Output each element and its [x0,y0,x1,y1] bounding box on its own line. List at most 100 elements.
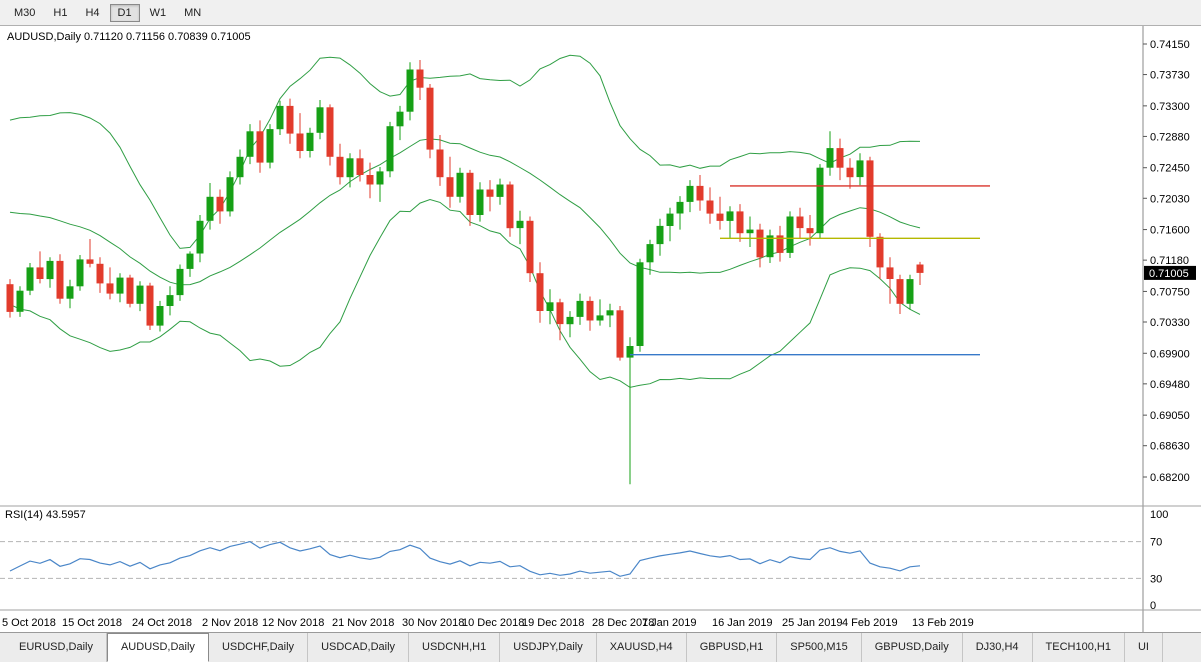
chart-tab-usdchf-daily[interactable]: USDCHF,Daily [209,633,309,662]
candle [606,310,614,316]
candle [256,131,264,163]
candle [96,263,104,284]
rsi-scale-label: 100 [1150,509,1168,521]
candle [636,262,644,346]
candle [336,156,344,178]
timeframe-button-d1[interactable]: D1 [109,3,140,22]
chart-tab-eurusd-daily[interactable]: EURUSD,Daily [6,633,107,662]
candle [236,156,244,178]
bollinger-upper-band [9,54,921,249]
candle [446,177,454,197]
candle [846,167,854,178]
candle [876,236,884,268]
candle [126,277,134,304]
candle [396,111,404,127]
candle [436,149,444,178]
chart-tab-usdcad-daily[interactable]: USDCAD,Daily [308,633,410,662]
candle [586,300,594,321]
candle [676,201,684,214]
candle [746,229,754,234]
timeframe-button-m30[interactable]: M30 [6,4,43,22]
candle [866,160,874,237]
candle [276,105,284,130]
timeframe-button-w1[interactable]: W1 [142,4,175,22]
candle [906,279,914,304]
chart-tab-tech100-h1[interactable]: TECH100,H1 [1033,633,1125,662]
candle [466,172,474,215]
candle [806,228,814,234]
candle [626,346,634,358]
candle [216,196,224,212]
candle [16,290,24,312]
current-price-badge [1144,265,1196,280]
date-axis-label: 16 Jan 2019 [712,617,773,629]
date-axis-label: 24 Oct 2018 [132,617,192,629]
candle [66,286,74,299]
price-tick-label: 0.69050 [1150,410,1190,422]
chart-tab-dj30-h4[interactable]: DJ30,H4 [963,633,1033,662]
chart-tabbar: EURUSD,Daily AUDUSD,Daily USDCHF,Daily USDC… [0,632,1201,662]
candle [726,211,734,221]
chart-tab-gbpusd-h1[interactable]: GBPUSD,H1 [687,633,778,662]
chart-tab-xauusd-h4[interactable]: XAUUSD,H4 [597,633,687,662]
candle [86,259,94,264]
date-axis-label: 10 Dec 2018 [462,617,524,629]
chart-tab-usdjpy-daily[interactable]: USDJPY,Daily [500,633,597,662]
timeframe-button-mn[interactable]: MN [176,4,209,22]
candle [836,148,844,168]
chart-canvas[interactable]: 0.74150 0.73730 0.73300 0.72880 0.72450 0.720… [0,26,1201,632]
candle [46,260,54,280]
chart-tab-sp500-m15[interactable]: SP500,M15 [777,633,862,662]
date-axis-label: 15 Oct 2018 [62,617,122,629]
candle [186,253,194,269]
chart-tab-usdcnh-h1[interactable]: USDCNH,H1 [409,633,501,662]
price-tick-label: 0.70330 [1150,317,1190,329]
chart-tab-ui[interactable]: UI [1125,633,1163,662]
candle [896,279,904,304]
date-axis-label: 5 Oct 2018 [2,617,56,629]
price-tick-label: 0.68200 [1150,472,1190,484]
candle [716,213,724,221]
candle [266,129,274,163]
candle [166,295,174,306]
candle [196,220,204,254]
chart-tab-audusd-daily[interactable]: AUDUSD,Daily [106,633,209,662]
candle [176,268,184,296]
date-axis-label: 19 Dec 2018 [522,617,584,629]
timeframe-button-h1[interactable]: H1 [45,4,75,22]
candle [246,131,254,157]
candle [886,267,894,279]
candle [416,69,424,88]
candle [786,216,794,253]
candle [706,200,714,214]
date-axis-label: 21 Nov 2018 [332,617,394,629]
candle [346,158,354,178]
candle [496,184,504,197]
chart-tab-gbpusd-daily[interactable]: GBPUSD,Daily [862,633,963,662]
candle [426,87,434,150]
candle [546,302,554,311]
timeframe-button-h4[interactable]: H4 [77,4,107,22]
rsi-scale-label: 70 [1150,537,1162,549]
candle [356,158,364,175]
candle [406,69,414,112]
candle [506,184,514,229]
timeframe-toolbar: M30 H1 H4 D1 W1 MN [0,0,1201,26]
price-tick-label: 0.73300 [1150,101,1190,113]
date-axis-label: 13 Feb 2019 [912,617,974,629]
rsi-scale-label: 30 [1150,573,1162,585]
candle [226,177,234,212]
price-tick-label: 0.68630 [1150,441,1190,453]
candle [156,306,164,326]
price-tick-label: 0.73730 [1150,70,1190,82]
price-scale [1143,26,1201,632]
price-tick-label: 0.71600 [1150,225,1190,237]
candle [516,220,524,229]
candle [296,133,304,151]
price-tick-label: 0.72030 [1150,193,1190,205]
candle [536,273,544,311]
candle [306,132,314,151]
price-tick-label: 0.72450 [1150,163,1190,175]
candle [646,244,654,263]
candle [326,107,334,157]
